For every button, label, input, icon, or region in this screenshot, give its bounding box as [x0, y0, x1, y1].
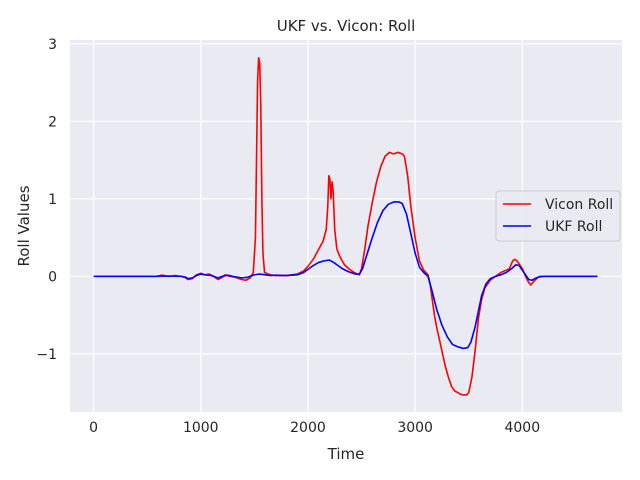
- x-tick-label: 0: [89, 420, 98, 436]
- y-tick-label: 3: [48, 37, 57, 53]
- y-tick-label: 2: [48, 114, 57, 130]
- legend: Vicon Roll UKF Roll: [495, 190, 621, 242]
- x-axis-label: Time: [327, 445, 365, 463]
- gridlines: [70, 40, 622, 412]
- series-line-ukf-roll: [93, 201, 598, 350]
- y-tick-label: 0: [48, 269, 57, 285]
- x-tick-label: 3000: [397, 420, 433, 436]
- y-tick-label: −1: [36, 347, 57, 363]
- chart-title: UKF vs. Vicon: Roll: [277, 17, 416, 35]
- y-tick-labels: −1 0 1 2 3: [36, 37, 57, 363]
- legend-label-ukf-roll: UKF Roll: [545, 219, 602, 235]
- x-tick-label: 1000: [183, 420, 219, 436]
- y-tick-label: 1: [48, 192, 57, 208]
- y-axis-label: Roll Values: [15, 185, 33, 266]
- series-lines: [93, 57, 598, 396]
- x-tick-labels: 0 1000 2000 3000 4000: [89, 420, 540, 436]
- x-tick-label: 2000: [290, 420, 326, 436]
- x-tick-label: 4000: [504, 420, 540, 436]
- legend-label-vicon-roll: Vicon Roll: [545, 197, 613, 213]
